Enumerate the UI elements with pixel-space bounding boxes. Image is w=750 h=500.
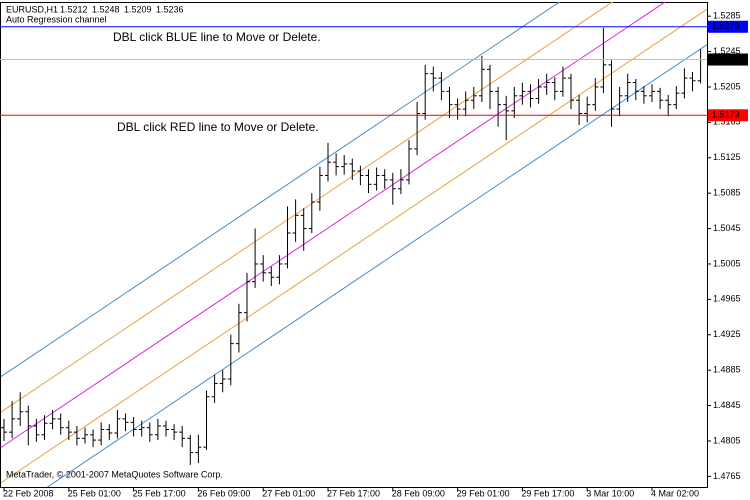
x-tick-label: 27 Feb 17:00 [327,488,380,498]
y-tick-label: 1.5165 [713,117,741,127]
plot-frame [0,2,708,488]
annotation: DBL click BLUE line to Move or Delete. [113,30,321,44]
symbol: EURUSD,H1 [6,4,58,14]
x-tick-label: 4 Mar 02:00 [651,488,699,498]
price-label: 1.5273 [712,21,740,31]
x-tick-label: 27 Feb 01:00 [262,488,315,498]
y-tick-label: 1.4885 [713,365,741,375]
y-tick-label: 1.5045 [713,223,741,233]
y-tick-label: 1.5285 [713,11,741,21]
plot [0,26,707,465]
y-tick-label: 1.5205 [713,81,741,91]
x-tick-label: 22 Feb 2008 [3,488,54,498]
y-tick-label: 1.4845 [713,400,741,410]
x-tick-label: 28 Feb 09:00 [392,488,445,498]
price-label: 1.5173 [712,110,740,120]
y-tick-label: 1.5005 [713,258,741,268]
channel-center [1,2,666,449]
x-tick-label: 25 Feb 17:00 [133,488,186,498]
y-tick-label: 1.4925 [713,329,741,339]
x-tick-label: 26 Feb 09:00 [197,488,250,498]
price-label: 1.5236 [712,54,740,64]
header-quote: 1.5236 [156,4,184,14]
annotation: DBL click RED line to Move or Delete. [117,120,319,134]
channel-outer [46,44,707,487]
y-tick-label: 1.4805 [713,435,741,445]
y-tick-label: 1.4765 [713,471,741,481]
channel-inner [1,2,614,413]
channel-outer [1,2,561,378]
price-label-box [708,109,748,122]
header-quote: 1.5209 [124,4,152,14]
y-tick-label: 1.5085 [713,188,741,198]
channel-inner [1,8,707,484]
channel [1,2,707,487]
x-tick-label: 25 Feb 01:00 [68,488,121,498]
header-quote: 1.5248 [92,4,120,14]
y-tick-label: 1.5125 [713,152,741,162]
header-quote: 1.5212 [60,4,88,14]
y-tick-label: 1.5245 [713,46,741,56]
x-tick-label: 29 Feb 17:00 [521,488,574,498]
price-label-box [708,20,748,33]
x-tick-label: 29 Feb 01:00 [457,488,510,498]
price-label-box [708,53,748,66]
subtitle: Auto Regression channel [6,14,107,24]
y-tick-label: 1.4965 [713,294,741,304]
footer: MetaTrader, © 2001-2007 MetaQuotes Softw… [6,469,223,479]
x-tick-label: 3 Mar 10:00 [586,488,634,498]
